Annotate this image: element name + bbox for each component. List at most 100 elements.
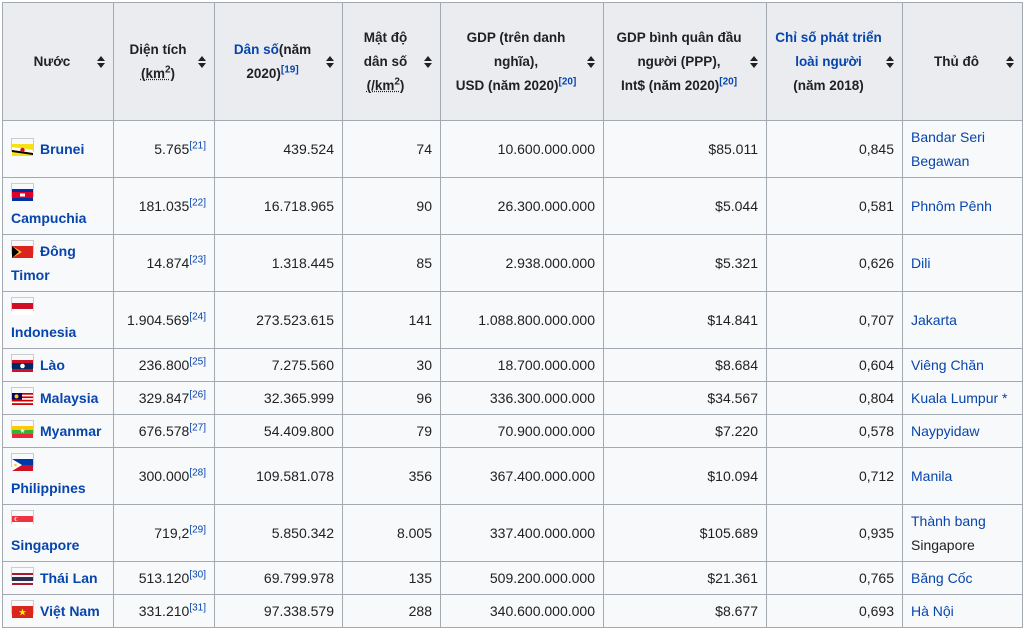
brunei-flag-icon[interactable] [11,138,34,156]
column-header-country[interactable]: Nước [2,2,114,121]
area-ref[interactable]: [25] [189,356,206,368]
country-link[interactable]: Đông Timor [11,243,76,283]
population-ref[interactable]: [19] [280,64,299,75]
hdi-cell: 0,707 [766,291,903,349]
density-unit-link[interactable]: (/km2 [366,76,400,93]
table-row: Philippines 300.000[28] 109.581.078 356 367.… [2,447,1023,505]
sort-icon[interactable] [326,55,334,68]
country-cell: Thái Lan [2,561,114,595]
area-ref[interactable]: [21] [189,140,206,152]
capital-cell: Thành bang Singapore [902,504,1023,562]
capital-link[interactable]: Hà Nội [911,603,954,619]
table-row: Indonesia 1.904.569[24] 273.523.615 141 1.08… [2,291,1023,349]
capital-link[interactable]: Viêng Chăn [911,357,984,373]
area-ref[interactable]: [31] [189,602,206,614]
table-row: Singapore 719,2[29] 5.850.342 8.005 337.400.… [2,504,1023,562]
sort-icon[interactable] [1006,55,1014,68]
column-header-gdp-ppp[interactable]: GDP bình quân đầu người (PPP), Int$ (năm… [603,2,767,121]
laos-flag-icon[interactable] [11,354,34,372]
column-header-hdi[interactable]: Chỉ số phát triển loài người (năm 2018) [766,2,903,121]
sort-icon[interactable] [97,55,105,68]
country-link[interactable]: Malaysia [40,390,99,406]
country-cell: Malaysia [2,381,114,415]
population-cell: 7.275.560 [214,348,343,382]
myanmar-flag-icon[interactable] [11,420,34,438]
capital-link[interactable]: Jakarta [911,312,957,328]
column-header-capital[interactable]: Thủ đô [902,2,1023,121]
capital-link[interactable]: Băng Cốc [911,570,973,586]
gdp-ref[interactable]: [20] [558,76,577,87]
country-cell: Indonesia [2,291,114,349]
country-link[interactable]: Lào [40,357,65,373]
sort-icon[interactable] [587,55,595,68]
gdp-ppp-cell: $105.689 [603,504,767,562]
column-header-gdp[interactable]: GDP (trên danh nghĩa), USD (năm 2020)[20… [440,2,604,121]
area-ref[interactable]: [24] [189,311,206,323]
density-cell: 79 [342,414,441,448]
area-ref[interactable]: [29] [189,524,206,536]
cambodia-flag-icon[interactable] [11,183,34,201]
malaysia-flag-icon[interactable] [11,387,34,405]
density-cell: 141 [342,291,441,349]
gdp-ppp-ref[interactable]: [20] [719,76,738,87]
philippines-flag-icon[interactable] [11,453,34,471]
gdp-cell: 2.938.000.000 [440,234,604,292]
capital-link[interactable]: Dili [911,255,931,271]
capital-link[interactable]: Phnôm Pênh [911,198,992,214]
density-header-line1: Mật độ [363,29,408,45]
hdi-cell: 0,765 [766,561,903,595]
population-cell: 16.718.965 [214,177,343,235]
country-cell: Brunei [2,120,114,178]
hdi-header-link[interactable]: Chỉ số phát triển loài người [775,29,882,69]
gdp-cell: 509.200.000.000 [440,561,604,595]
area-ref[interactable]: [22] [189,197,206,209]
area-unit-link[interactable]: (km2 [140,64,171,81]
country-link[interactable]: Myanmar [40,423,102,439]
country-link[interactable]: Singapore [11,537,80,553]
area-cell: 14.874[23] [113,234,215,292]
table-row: Việt Nam 331.210[31] 97.338.579 288 340.600.… [2,594,1023,628]
singapore-flag-icon[interactable] [11,510,34,528]
column-header-area[interactable]: Diện tích (km2) [113,2,215,121]
sort-icon[interactable] [198,55,206,68]
density-cell: 8.005 [342,504,441,562]
country-link[interactable]: Philippines [11,480,86,496]
country-link[interactable]: Campuchia [11,210,87,226]
country-link[interactable]: Brunei [40,141,85,157]
country-link[interactable]: Indonesia [11,324,77,340]
area-value: 5.765 [154,141,190,157]
capital-link[interactable]: Thành bang [911,513,986,529]
country-link[interactable]: Thái Lan [40,570,98,586]
area-cell: 5.765[21] [113,120,215,178]
vietnam-flag-icon[interactable] [11,600,34,618]
capital-link[interactable]: Kuala Lumpur * [911,390,1008,406]
sort-icon[interactable] [424,55,432,68]
capital-link[interactable]: Naypyidaw [911,423,980,439]
sort-icon[interactable] [886,55,894,68]
capital-link[interactable]: Bandar Seri Begawan [911,129,985,169]
country-link[interactable]: Việt Nam [40,603,100,619]
indonesia-flag-icon[interactable] [11,297,34,315]
capital-link[interactable]: Manila [911,468,953,484]
column-header-population[interactable]: Dân số(năm 2020)[19] [214,2,343,121]
sort-icon[interactable] [750,55,758,68]
density-header-line2: dân số [363,53,408,69]
area-ref[interactable]: [28] [189,467,206,479]
area-ref[interactable]: [23] [189,254,206,266]
population-cell: 97.338.579 [214,594,343,628]
area-cell: 300.000[28] [113,447,215,505]
table-row: Malaysia 329.847[26] 32.365.999 96 336.300.0… [2,381,1023,415]
area-ref[interactable]: [26] [189,389,206,401]
east-timor-flag-icon[interactable] [11,240,34,258]
country-cell: Singapore [2,504,114,562]
population-header-link[interactable]: Dân số [233,41,279,57]
area-value: 300.000 [138,468,190,484]
area-ref[interactable]: [27] [189,422,206,434]
capital-cell: Viêng Chăn [902,348,1023,382]
table-row: Myanmar 676.578[27] 54.409.800 79 70.900.000… [2,414,1023,448]
area-ref[interactable]: [30] [189,569,206,581]
column-header-density[interactable]: Mật độ dân số (/km2) [342,2,441,121]
population-cell: 273.523.615 [214,291,343,349]
capital-cell: Kuala Lumpur * [902,381,1023,415]
thailand-flag-icon[interactable] [11,567,34,585]
